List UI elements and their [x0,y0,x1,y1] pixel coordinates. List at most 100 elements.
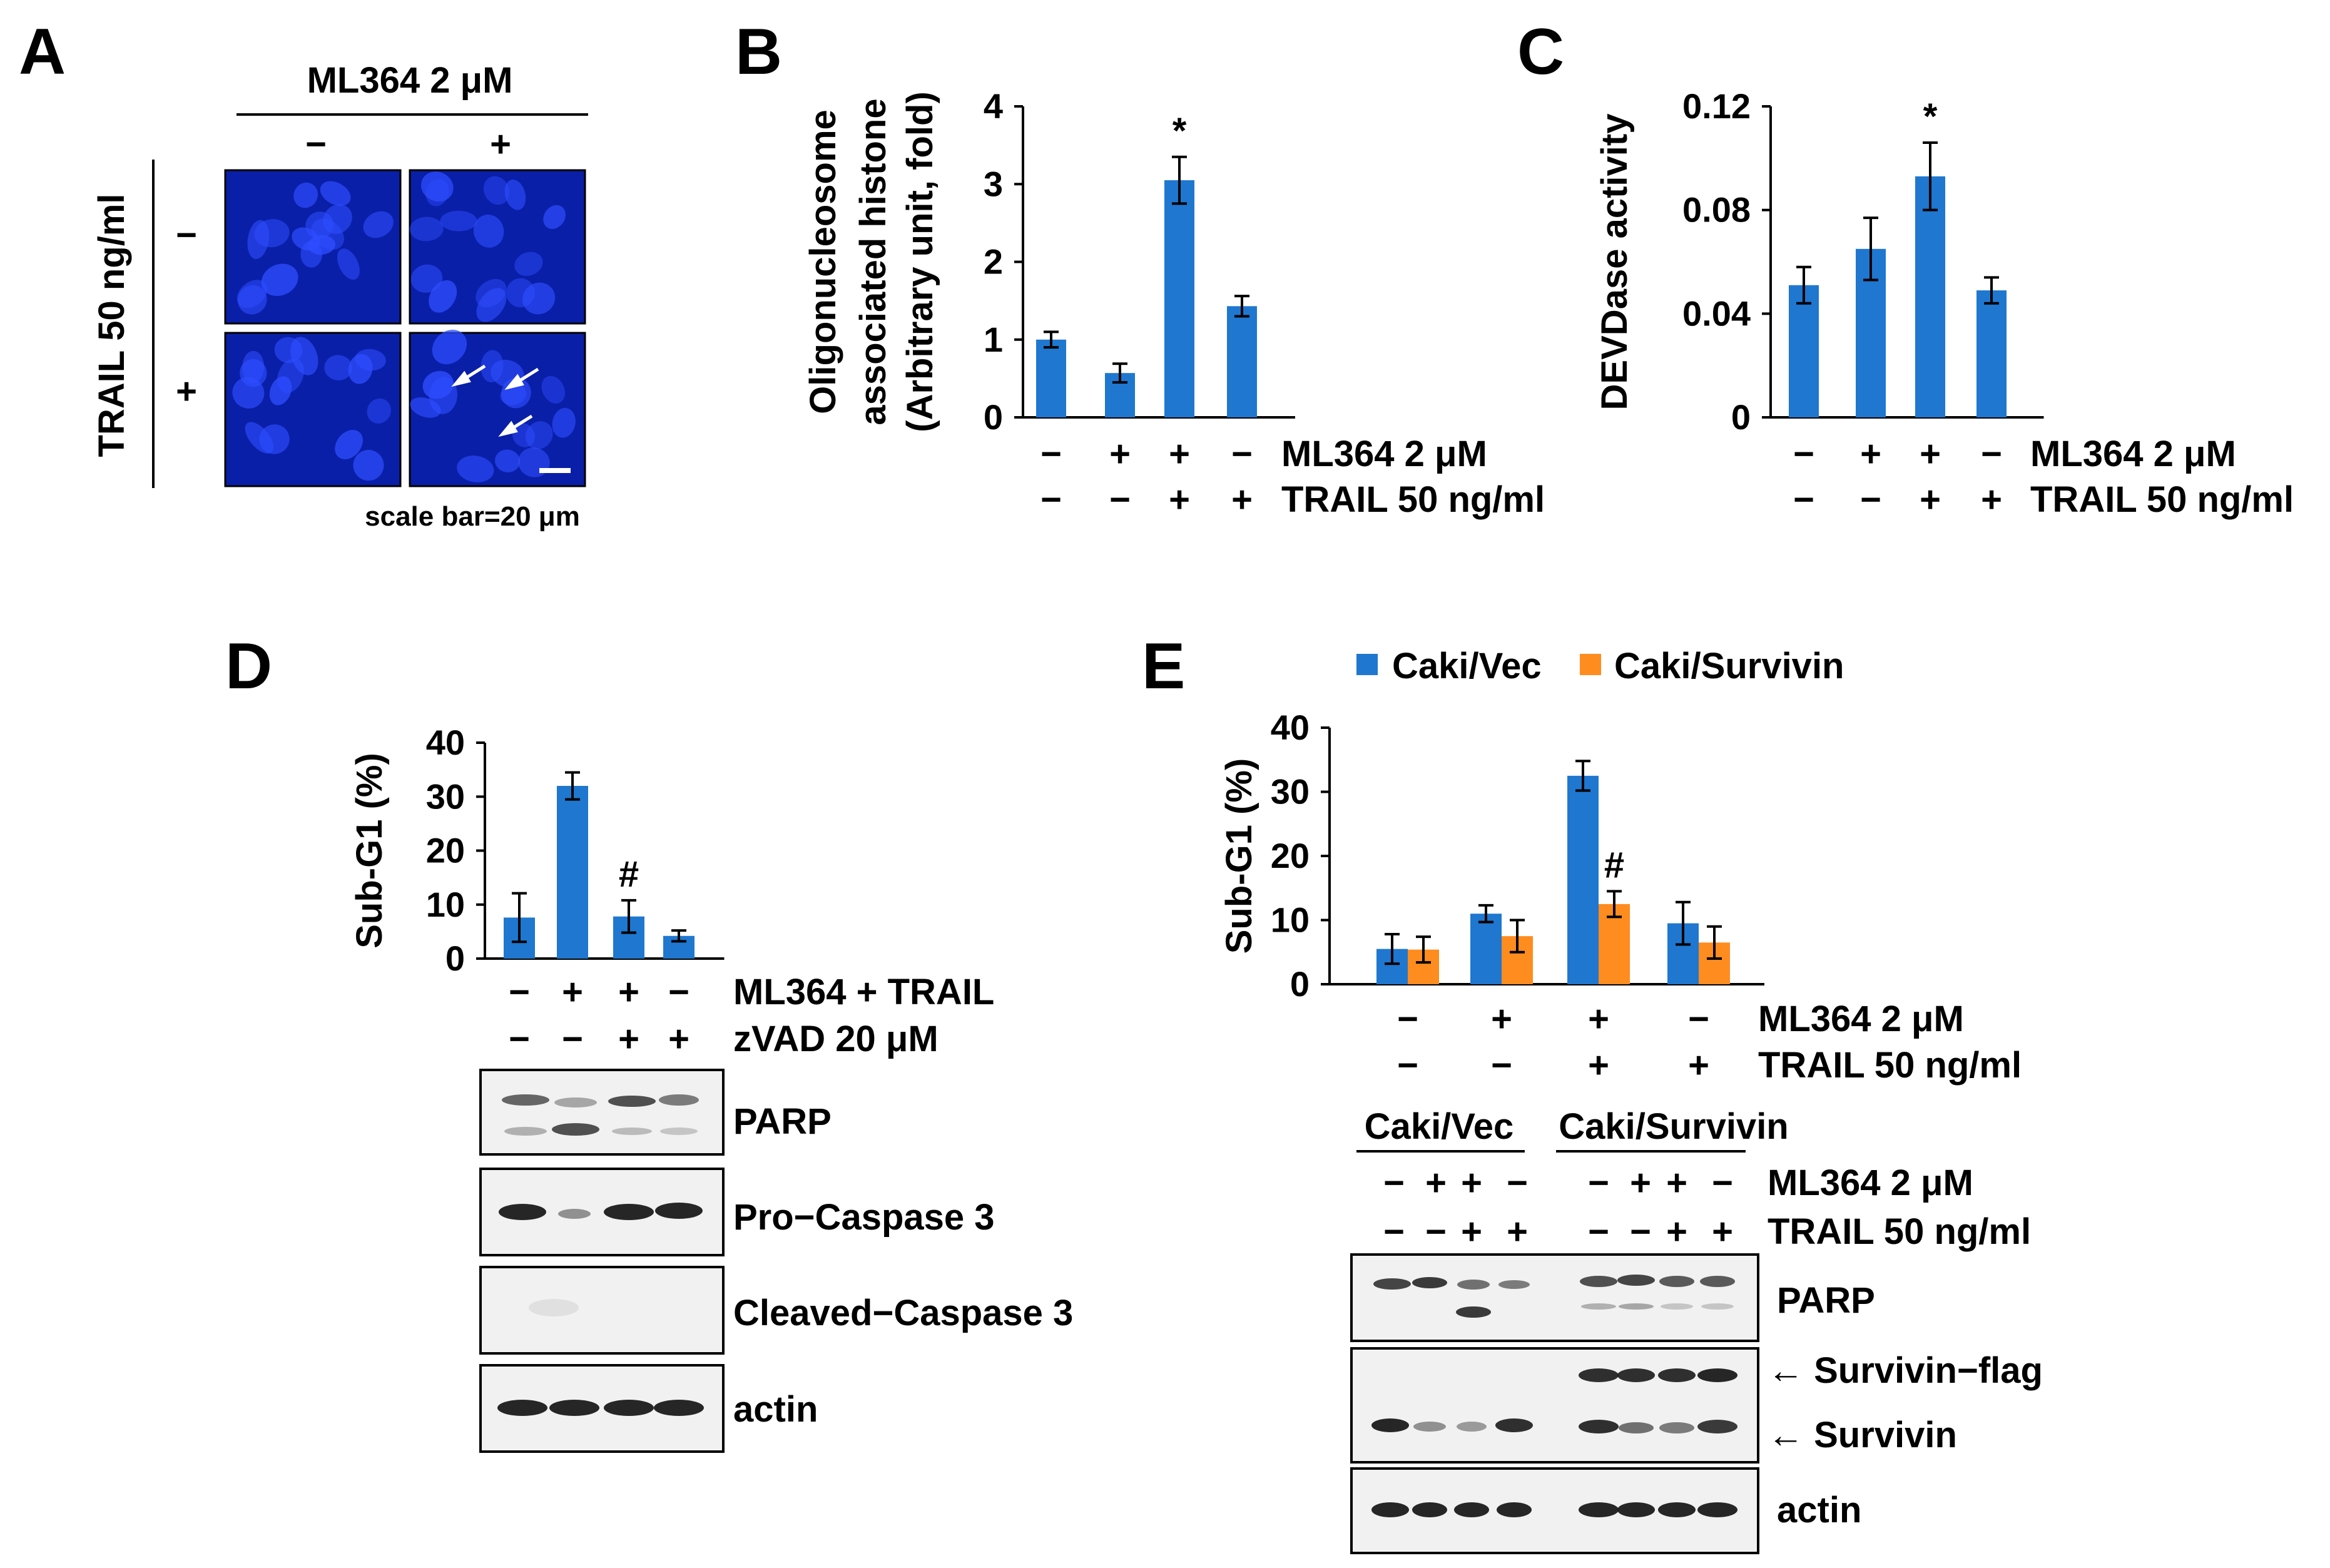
y-axis-label: associated histone [853,98,893,425]
blot-e-survivin [1350,1347,1759,1464]
y-tick-label: 20 [426,831,465,870]
nucleus [237,285,267,315]
nucleus [320,181,351,206]
sign: − [1712,1163,1733,1203]
treatment-sign: + [1109,434,1131,474]
treatment-sign: − [1981,434,2002,474]
y-tick-label: 0 [445,939,465,978]
nucleus [240,359,267,387]
nucleus [410,397,441,418]
nucleus [269,376,292,405]
blot-e: Caki/Vec Caki/Survivin − + + − − + + − −… [1350,1106,2043,1554]
significance-mark: * [1173,111,1187,151]
nucleus [512,422,536,447]
band [1617,1275,1655,1286]
band [504,1127,547,1136]
row-title: TRAIL 50 ng/ml [91,193,132,457]
treatment-sign: − [1231,434,1253,474]
y-tick-label: 40 [426,723,465,762]
treatment-label: TRAIL 50 ng/ml [2030,479,2294,520]
panel-letter-e: E [1142,630,1185,703]
panel-a: ML364 2 μM − + TRAIL 50 ng/ml − + scale … [91,60,588,532]
bar [1036,339,1066,417]
band [1619,1422,1654,1433]
blot-e-group-vec: Caki/Vec [1365,1106,1514,1147]
blot-d-label-cleaved-caspase3: Cleaved−Caspase 3 [733,1293,1073,1333]
blot-e-parp [1350,1253,1759,1342]
treatment-sign: + [618,972,639,1012]
treatment-sign: + [1588,999,1609,1039]
chart-e: 0 10 20 30 40 Sub-G1 (%) # − + + − ML364 2 μM − − + + TR… [1219,708,2022,1086]
arrow-3-head [498,420,518,437]
treatment-sign: + [1491,999,1512,1039]
band [1457,1422,1487,1432]
treatment-sign: + [1981,479,2002,520]
band [1579,1368,1619,1382]
treatment-sign: − [668,972,689,1012]
band [1498,1280,1530,1289]
nucleus [324,355,353,381]
sign: − [1630,1211,1651,1252]
band [1412,1277,1447,1288]
bar [1470,914,1502,984]
treatment-sign: − [1860,479,1881,520]
blot-d-cleaved-caspase3 [479,1266,725,1355]
arrow-2-head [504,374,524,390]
blot-e-label-survivin: ← Survivin [1768,1415,1957,1455]
band [1371,1418,1409,1432]
significance-mark: # [619,854,639,895]
treatment-sign: + [562,972,583,1012]
band [1697,1502,1737,1517]
band [1619,1303,1654,1310]
bar [1227,306,1257,417]
legend-label-caki-vec: Caki/Vec [1392,646,1542,686]
blot-e-treatment-trail: TRAIL 50 ng/ml [1768,1211,2031,1252]
legend-label-caki-survivin: Caki/Survivin [1614,646,1844,686]
nucleus [245,422,273,454]
treatment-sign: + [1231,479,1253,520]
nucleus [293,182,318,208]
y-axis-label: Sub-G1 (%) [349,753,390,949]
treatment-sign: − [1040,479,1062,520]
treatment-label: ML364 + TRAIL [733,972,994,1012]
blot-e-label-parp: PARP [1777,1280,1875,1321]
band [1497,1502,1532,1517]
col-sign-plus: + [490,124,511,165]
nucleus [261,263,298,297]
band [1701,1303,1734,1310]
nucleus [353,450,384,481]
col-title: ML364 2 μM [307,60,513,101]
blot-d-bands [497,1094,704,1416]
band [552,1123,599,1136]
treatment-sign: − [509,972,530,1012]
treatment-sign: + [618,1019,639,1059]
nucleus [425,178,449,206]
y-tick-label: 0 [1731,397,1751,437]
y-tick-label: 0 [1290,964,1310,1004]
sign: + [1425,1163,1447,1203]
nucleus [552,408,576,438]
nucleus [440,210,477,232]
panel-letter-a: A [19,16,66,88]
y-axis-label: Sub-G1 (%) [1219,758,1259,954]
bar [1976,290,2007,417]
treatment-sign: + [1588,1045,1609,1086]
panel-letter-b: B [735,16,782,88]
legend-swatch-caki-vec [1356,654,1378,675]
blot-e-treatment-signs: − + + − − + + − − − + + − − + + [1383,1163,1733,1252]
treatment-sign: − [1793,434,1814,474]
y-tick-label: 0.04 [1682,293,1751,333]
treatment-sign: − [1040,434,1062,474]
band [1371,1502,1409,1517]
row-sign-minus: − [176,215,197,255]
band [497,1400,547,1416]
y-tick-label: 10 [426,885,465,924]
band [1579,1502,1619,1517]
blot-e-group-survivin: Caki/Survivin [1559,1106,1788,1147]
band [529,1299,579,1316]
nucleus [504,179,526,210]
nucleus [410,264,443,293]
nucleus [254,219,290,248]
sign: − [1507,1163,1528,1203]
